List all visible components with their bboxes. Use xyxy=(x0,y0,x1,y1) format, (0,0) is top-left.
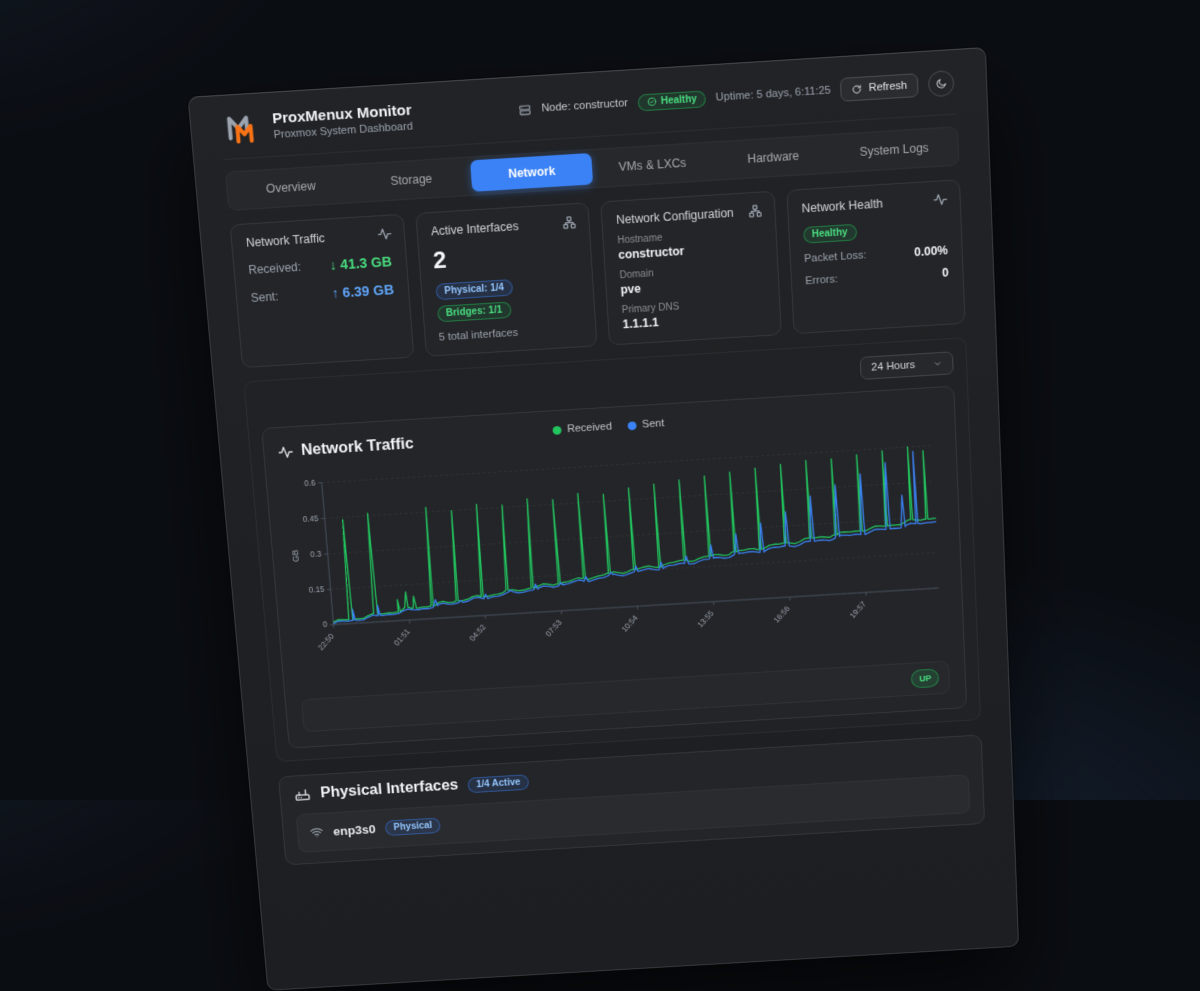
svg-text:10:54: 10:54 xyxy=(620,614,640,634)
svg-text:13:55: 13:55 xyxy=(696,609,716,629)
active-interfaces-count: 2 xyxy=(432,239,577,275)
refresh-icon xyxy=(852,83,863,95)
svg-text:01:51: 01:51 xyxy=(392,627,412,647)
activity-icon xyxy=(376,226,392,241)
svg-text:22:50: 22:50 xyxy=(316,632,336,652)
tab-system-logs[interactable]: System Logs xyxy=(833,130,955,169)
header-status-cluster: Node: constructor Healthy Uptime: 5 days… xyxy=(518,70,955,123)
packet-loss-label: Packet Loss: xyxy=(804,249,867,264)
tab-vms-lxcs[interactable]: VMs & LXCs xyxy=(591,145,714,184)
svg-text:0.6: 0.6 xyxy=(304,478,316,487)
interface-type-badge: Physical xyxy=(385,817,442,836)
network-panel: 24 Hours Network Traffic Received xyxy=(243,337,981,762)
card-title: Network Health xyxy=(801,193,946,216)
arrow-up-icon: ↑ xyxy=(331,285,339,301)
proxmenux-logo-icon xyxy=(222,107,263,147)
stats-row: Network Traffic Received: ↓ 41.3 GB Sent… xyxy=(230,179,966,368)
svg-text:19:57: 19:57 xyxy=(848,600,868,620)
svg-text:0.45: 0.45 xyxy=(303,514,320,523)
packet-loss-value: 0.00% xyxy=(914,243,948,259)
received-row: Received: ↓ 41.3 GB xyxy=(248,254,392,278)
node-label: Node: constructor xyxy=(541,97,628,114)
interface-name: enp3s0 xyxy=(333,822,377,838)
physical-count-badge: Physical: 1/4 xyxy=(435,279,513,300)
legend-dot-sent xyxy=(627,421,636,430)
up-status-badge: UP xyxy=(911,668,939,688)
packet-loss-row: Packet Loss: 0.00% xyxy=(804,243,948,265)
app-titles: ProxMenux Monitor Proxmox System Dashboa… xyxy=(272,101,414,140)
network-topology-icon xyxy=(747,203,763,219)
card-title: Network Configuration xyxy=(616,204,761,227)
active-interfaces-card: Active Interfaces 2 Physical: 1/4 Bridge… xyxy=(415,202,598,357)
bridges-count-badge: Bridges: 1/1 xyxy=(437,301,512,322)
card-title: Active Interfaces xyxy=(431,216,576,239)
legend-dot-received xyxy=(552,425,561,434)
received-label: Received: xyxy=(248,260,302,277)
uptime-label: Uptime: 5 days, 6:11:25 xyxy=(715,85,831,104)
svg-text:04:52: 04:52 xyxy=(468,623,488,643)
moon-icon xyxy=(935,77,947,90)
tab-overview[interactable]: Overview xyxy=(229,168,352,207)
errors-label: Errors: xyxy=(805,274,838,288)
received-value: ↓ 41.3 GB xyxy=(329,254,392,273)
chart-title: Network Traffic xyxy=(301,436,415,460)
card-title: Network Traffic xyxy=(246,227,391,249)
svg-text:16:56: 16:56 xyxy=(772,604,792,624)
theme-toggle-button[interactable] xyxy=(928,70,955,97)
legend-received: Received xyxy=(552,421,612,436)
health-status-badge: Healthy xyxy=(637,90,706,111)
svg-text:07:53: 07:53 xyxy=(544,618,564,638)
network-traffic-chart-card: Network Traffic Received Sent 0 0.15 0.3 0.… xyxy=(261,386,967,749)
server-icon xyxy=(518,103,532,117)
network-health-card: Network Health Healthy Packet Loss: 0.00… xyxy=(786,179,966,334)
svg-text:0.3: 0.3 xyxy=(310,550,322,559)
tab-hardware[interactable]: Hardware xyxy=(712,138,834,177)
svg-text:0.15: 0.15 xyxy=(308,585,325,594)
chart-area: 0 0.15 0.3 0.45 0.6 GB 22:50 01:51 04:52 07:53 10:… xyxy=(279,427,950,679)
time-range-select[interactable]: 24 Hours xyxy=(860,351,954,380)
errors-value: 0 xyxy=(942,266,949,280)
section-title: Physical Interfaces xyxy=(320,778,459,802)
refresh-button[interactable]: Refresh xyxy=(840,73,918,102)
sent-label: Sent: xyxy=(250,290,279,305)
sent-row: Sent: ↑ 6.39 GB xyxy=(250,282,394,306)
sent-value: ↑ 6.39 GB xyxy=(331,282,394,301)
activity-icon xyxy=(277,444,294,460)
svg-text:0: 0 xyxy=(322,620,328,629)
health-badge: Healthy xyxy=(803,224,857,244)
network-traffic-card: Network Traffic Received: ↓ 41.3 GB Sent… xyxy=(230,214,414,368)
check-circle-icon xyxy=(647,96,658,107)
network-topology-icon xyxy=(561,215,577,231)
arrow-down-icon: ↓ xyxy=(329,257,337,273)
chevron-down-icon xyxy=(933,359,943,369)
total-interfaces-label: 5 total interfaces xyxy=(438,323,581,343)
network-traffic-chart: 0 0.15 0.3 0.45 0.6 GB 22:50 01:51 04:52 07:53 10:… xyxy=(279,427,950,679)
tab-storage[interactable]: Storage xyxy=(350,160,473,199)
network-configuration-card: Network Configuration Hostname construct… xyxy=(600,191,781,346)
activity-icon xyxy=(933,192,948,208)
legend-sent: Sent xyxy=(627,418,664,432)
tab-network[interactable]: Network xyxy=(470,153,593,192)
errors-row: Errors: 0 xyxy=(805,266,949,288)
active-count-badge: 1/4 Active xyxy=(467,774,529,793)
dashboard-page: ProxMenux Monitor Proxmox System Dashboa… xyxy=(187,47,1019,991)
interface-badges: Physical: 1/4 Bridges: 1/1 xyxy=(435,275,581,322)
ethernet-icon xyxy=(293,786,311,803)
svg-text:GB: GB xyxy=(290,549,301,562)
chart-legend: Received Sent xyxy=(552,418,664,436)
wifi-icon xyxy=(309,825,324,839)
